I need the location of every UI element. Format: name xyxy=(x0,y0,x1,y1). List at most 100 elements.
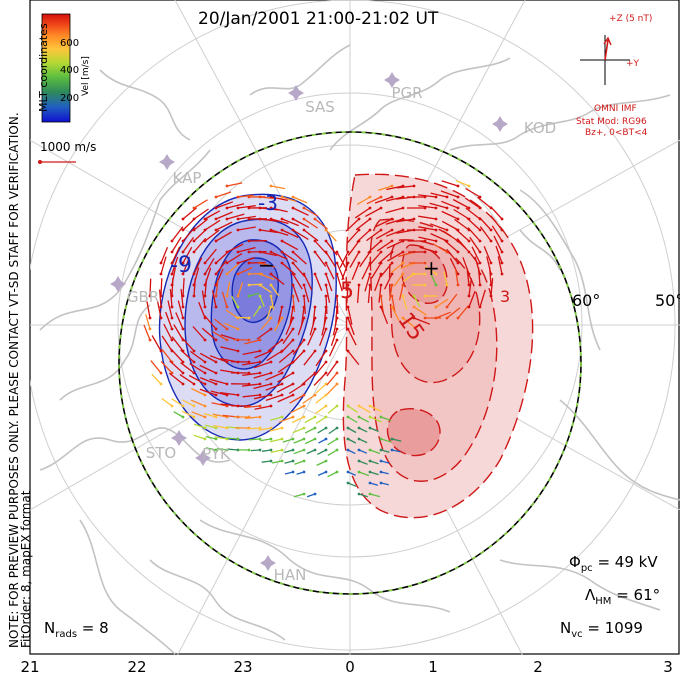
vector-origin xyxy=(335,360,339,364)
vector-origin xyxy=(368,481,372,485)
velocity-vector xyxy=(199,376,217,385)
vector-origin xyxy=(423,228,427,232)
velocity-vector xyxy=(321,317,327,336)
velocity-vector xyxy=(388,284,393,301)
velocity-vector xyxy=(330,328,338,347)
vector-origin xyxy=(302,470,306,474)
velocity-vector xyxy=(150,360,162,374)
vector-origin xyxy=(434,239,438,243)
vector-origin xyxy=(192,360,196,364)
velocity-vector xyxy=(435,298,449,308)
imf-y-label: +Y xyxy=(626,59,640,69)
vector-origin xyxy=(346,470,350,474)
vector-origin xyxy=(214,305,218,309)
velocity-vector xyxy=(386,240,404,249)
velocity-vector xyxy=(365,207,382,217)
velocity-vector xyxy=(280,339,294,354)
vector-origin xyxy=(203,371,207,375)
vector-origin xyxy=(258,283,262,287)
vector-origin xyxy=(346,261,350,265)
velocity-vector xyxy=(413,317,431,325)
vector-origin xyxy=(412,217,416,221)
velocity-vector xyxy=(190,350,206,363)
vector-origin xyxy=(434,206,438,210)
vector-origin xyxy=(401,239,405,243)
vector-origin xyxy=(379,239,383,243)
mlt-tick: 0 xyxy=(345,658,355,674)
velocity-vector xyxy=(303,207,319,217)
velocity-vector xyxy=(267,339,283,352)
velocity-vector xyxy=(281,229,299,239)
velocity-vector xyxy=(292,196,308,204)
vector-origin xyxy=(313,272,317,276)
velocity-vector xyxy=(289,306,294,325)
vector-origin xyxy=(390,217,394,221)
velocity-vector xyxy=(336,295,339,315)
velocity-vector xyxy=(209,378,228,385)
vector-origin xyxy=(159,261,163,265)
velocity-vector xyxy=(226,203,245,209)
velocity-vector xyxy=(316,460,327,466)
vector-origin xyxy=(148,327,152,331)
vector-origin xyxy=(192,217,196,221)
mlt-axis: 21 22 23 0 1 2 3 xyxy=(20,658,672,674)
velocity-vector xyxy=(332,317,338,336)
vector-origin xyxy=(302,305,306,309)
velocity-vector xyxy=(418,204,437,209)
velocity-vector xyxy=(454,268,459,286)
velocity-vector xyxy=(271,460,283,464)
vector-origin xyxy=(379,294,383,298)
velocity-vector xyxy=(160,247,169,264)
velocity-vector xyxy=(171,236,182,253)
vector-origin xyxy=(313,327,317,331)
vector-origin xyxy=(390,294,394,298)
velocity-vector xyxy=(269,438,283,443)
velocity-vector xyxy=(369,449,381,455)
velocity-vector xyxy=(393,273,404,287)
vector-origin xyxy=(335,404,339,408)
velocity-vector xyxy=(391,295,396,313)
bz-condition: Bz+, 0<BT<4 xyxy=(585,128,648,138)
velocity-vector xyxy=(205,447,217,451)
velocity-vector xyxy=(418,236,437,242)
velocity-vector xyxy=(380,449,390,453)
velocity-vector xyxy=(325,251,337,268)
velocity-vector xyxy=(356,229,371,243)
velocity-vector xyxy=(355,218,371,231)
velocity-vector xyxy=(402,317,416,328)
vector-origin xyxy=(258,360,262,364)
vector-origin xyxy=(258,261,262,265)
velocity-vector xyxy=(303,295,306,315)
vector-origin xyxy=(357,437,361,441)
vector-origin xyxy=(368,217,372,221)
map-statistics: Φpc = 49 kV ΛHM = 61° Nvc = 1099 Nrads =… xyxy=(44,553,660,640)
velocity-vector xyxy=(346,229,360,244)
vector-origin xyxy=(423,261,427,265)
vector-origin xyxy=(368,228,372,232)
velocity-vector xyxy=(198,301,206,319)
velocity-vector xyxy=(210,390,228,396)
vector-origin xyxy=(478,250,482,254)
velocity-vector xyxy=(253,383,272,390)
velocity-vector xyxy=(455,228,470,242)
scale-vector-origin xyxy=(38,160,42,164)
vector-origin xyxy=(291,470,295,474)
vector-origin xyxy=(456,184,460,188)
vector-origin xyxy=(170,272,174,276)
vector-origin xyxy=(335,327,339,331)
velocity-vector xyxy=(292,207,309,216)
vector-origin xyxy=(478,261,482,265)
velocity-vector xyxy=(250,449,261,452)
vector-origin xyxy=(247,261,251,265)
velocity-vector xyxy=(260,438,272,442)
velocity-vector xyxy=(435,311,451,319)
velocity-vector xyxy=(356,284,360,303)
vector-origin xyxy=(379,228,383,232)
velocity-vector xyxy=(292,284,300,303)
velocity-vector xyxy=(242,361,261,366)
radar-site-icon xyxy=(492,116,508,132)
vector-origin xyxy=(291,437,295,441)
vector-origin xyxy=(269,437,273,441)
vector-origin xyxy=(412,294,416,298)
